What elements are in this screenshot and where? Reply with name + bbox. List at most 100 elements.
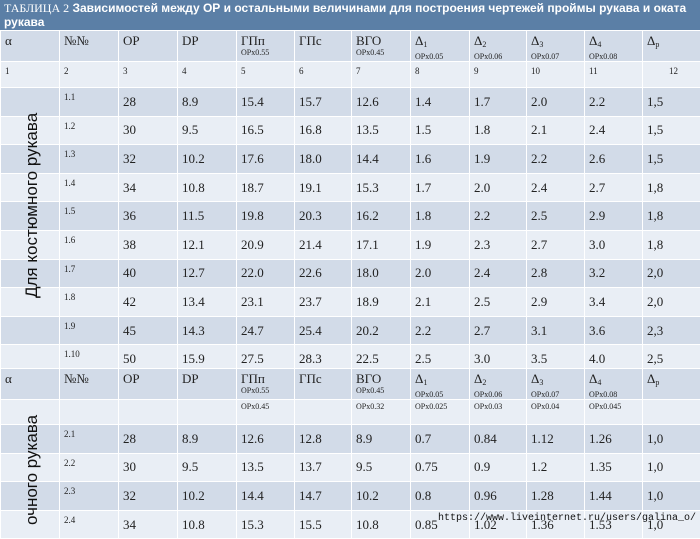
value-cell: 2.3 [470, 230, 527, 259]
value-cell: 12.8 [295, 425, 352, 454]
header-cell: Δр [643, 31, 700, 62]
value-cell: 22.0 [237, 259, 295, 288]
value-cell: 34 [119, 173, 178, 202]
value-cell: 28 [119, 88, 178, 117]
value-cell: 1,5 [643, 145, 700, 174]
column-number: 11 [585, 62, 643, 88]
value-cell: 2.2 [527, 145, 585, 174]
row-number: 1.4 [60, 173, 119, 202]
header-cell: Δр [643, 369, 700, 400]
value-cell: 1,8 [643, 173, 700, 202]
value-cell: 17.6 [237, 145, 295, 174]
value-cell: 12.7 [178, 259, 237, 288]
value-cell: 2.1 [527, 116, 585, 145]
value-cell: 32 [119, 482, 178, 511]
value-cell: 2.7 [527, 230, 585, 259]
value-cell: 1,5 [643, 116, 700, 145]
value-cell: 18.9 [352, 288, 411, 317]
value-cell: 45 [119, 316, 178, 345]
value-cell: 12.6 [237, 425, 295, 454]
value-cell: 1,8 [643, 202, 700, 231]
value-cell: 10.2 [352, 482, 411, 511]
header-cell: DР [178, 369, 237, 400]
column-number: 4 [178, 62, 237, 88]
value-cell: 23.1 [237, 288, 295, 317]
value-cell: 2,3 [643, 316, 700, 345]
formula-cell: ОРх0.04 [527, 400, 585, 425]
row-number: 2.2 [60, 453, 119, 482]
value-cell: 20.9 [237, 230, 295, 259]
formula-cell: ОРх0.025 [411, 400, 470, 425]
value-cell: 3.4 [585, 288, 643, 317]
value-cell: 17.1 [352, 230, 411, 259]
row-number: 1.9 [60, 316, 119, 345]
column-number: 7 [352, 62, 411, 88]
header-cell: ГПс [295, 31, 352, 62]
value-cell: 14.4 [237, 482, 295, 511]
column-number: 5 [237, 62, 295, 88]
value-cell: 2.2 [585, 88, 643, 117]
table-title: ТАБЛИЦА 2 Зависимостей между ОР и осталь… [0, 0, 700, 30]
side-label-second: очного рукава [22, 415, 42, 525]
formula-cell: ОРх0.045 [585, 400, 643, 425]
value-cell: 10.2 [178, 482, 237, 511]
value-cell: 2.5 [527, 202, 585, 231]
value-cell: 2.5 [470, 288, 527, 317]
value-cell: 28 [119, 425, 178, 454]
value-cell: 8.9 [352, 425, 411, 454]
watermark-url: https://www.liveinternet.ru/users/galina… [438, 513, 696, 524]
header-cell: ГПс [295, 369, 352, 400]
value-cell: 1.6 [411, 145, 470, 174]
value-cell: 2.6 [585, 145, 643, 174]
row-number: 1.7 [60, 259, 119, 288]
value-cell: 1,8 [643, 230, 700, 259]
value-cell: 1.7 [411, 173, 470, 202]
value-cell: 2.9 [585, 202, 643, 231]
column-number: 6 [295, 62, 352, 88]
value-cell: 0.75 [411, 453, 470, 482]
value-cell: 0.96 [470, 482, 527, 511]
value-cell: 0.84 [470, 425, 527, 454]
column-number: 1 [1, 62, 60, 88]
value-cell: 30 [119, 116, 178, 145]
row-number: 2.3 [60, 482, 119, 511]
value-cell: 12.6 [352, 88, 411, 117]
value-cell: 16.5 [237, 116, 295, 145]
value-cell: 2.4 [527, 173, 585, 202]
row-number: 2.1 [60, 425, 119, 454]
value-cell: 10.8 [178, 173, 237, 202]
value-cell: 22.6 [295, 259, 352, 288]
value-cell: 16.2 [352, 202, 411, 231]
value-cell: 0.7 [411, 425, 470, 454]
value-cell: 1.5 [411, 116, 470, 145]
value-cell: 1.26 [585, 425, 643, 454]
header-cell: ОР [119, 369, 178, 400]
row-number: 1.6 [60, 230, 119, 259]
value-cell: 1.12 [527, 425, 585, 454]
value-cell: 1.9 [470, 145, 527, 174]
value-cell: 1,0 [643, 425, 700, 454]
value-cell: 15.7 [295, 88, 352, 117]
value-cell: 2.2 [470, 202, 527, 231]
value-cell: 2.0 [411, 259, 470, 288]
header-cell: ОР [119, 31, 178, 62]
value-cell: 2,0 [643, 259, 700, 288]
value-cell: 11.5 [178, 202, 237, 231]
value-cell: 8.9 [178, 88, 237, 117]
value-cell: 18.0 [295, 145, 352, 174]
table-title-text: Зависимостей между ОР и остальными велич… [4, 1, 686, 29]
value-cell: 3.0 [585, 230, 643, 259]
